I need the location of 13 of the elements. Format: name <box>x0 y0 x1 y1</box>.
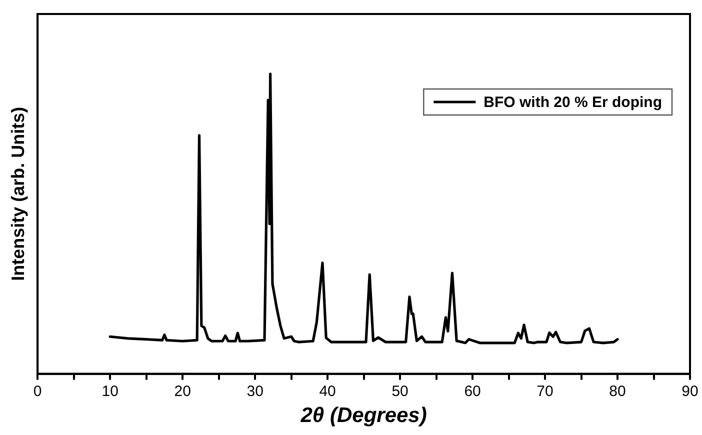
x-tick-label: 80 <box>609 382 626 400</box>
x-tick-label: 30 <box>246 382 264 400</box>
x-tick-label: 0 <box>33 382 42 400</box>
x-tick-label: 70 <box>536 382 554 400</box>
x-tick-label: 20 <box>174 382 191 400</box>
x-axis-title: 2θ (Degrees) <box>300 404 427 428</box>
y-axis-title: Intensity (arb. Units) <box>8 106 28 281</box>
x-tick-label: 50 <box>392 382 408 400</box>
x-tick-label: 40 <box>319 382 336 400</box>
x-tick-label: 60 <box>464 382 481 400</box>
x-tick-label: 90 <box>682 382 698 400</box>
x-tick-label: 10 <box>102 382 118 400</box>
legend-label: BFO with 20 % Er doping <box>484 94 662 112</box>
